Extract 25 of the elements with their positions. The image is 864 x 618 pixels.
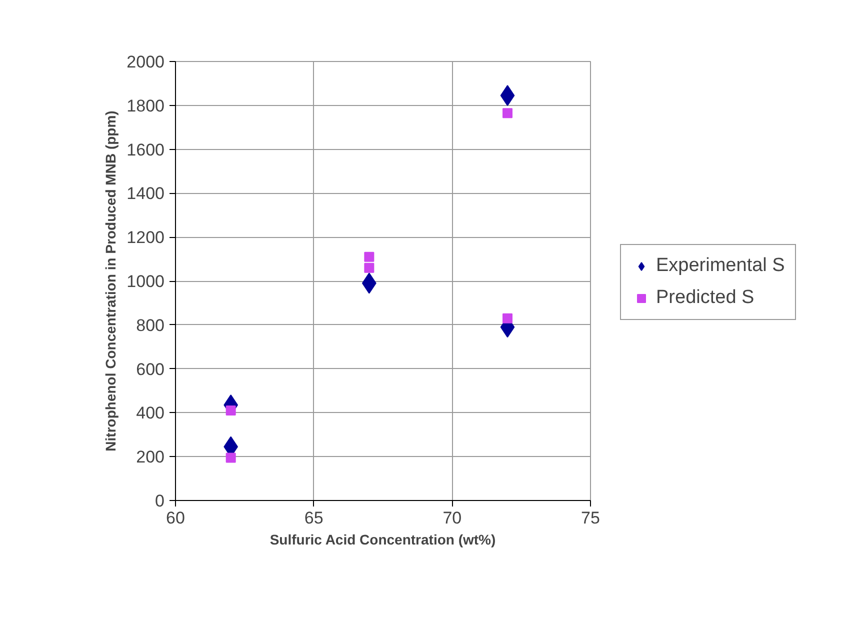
y-tick-label: 1200: [126, 228, 165, 248]
point: [502, 313, 512, 324]
y-tick-label: 2000: [126, 52, 165, 72]
y-axis-title: Nitrophenol Concentration in Produced MNB (ppm): [102, 110, 119, 452]
y-tick-label: 1000: [126, 272, 165, 291]
x-tick-label: 60: [166, 508, 185, 528]
y-tick-label: 200: [136, 448, 165, 467]
y-tick-label: 0: [155, 492, 165, 510]
x-tick-label: 70: [442, 508, 462, 528]
legend-label: Experimental S: [656, 255, 785, 277]
point: [226, 406, 236, 416]
y-tick-label: 600: [136, 360, 165, 379]
point: [226, 452, 236, 463]
x-tick-label: 65: [304, 508, 324, 528]
y-tick-label: 400: [136, 404, 165, 423]
legend-label: Predicted S: [656, 287, 754, 309]
y-tick-label: 1800: [126, 96, 165, 116]
x-axis-title: Sulfuric Acid Concentration (wt%): [270, 532, 496, 548]
point: [364, 252, 374, 262]
y-tick-label: 1600: [126, 140, 165, 160]
y-tick-label: 800: [136, 316, 165, 335]
point: [364, 262, 374, 273]
x-tick-label: 75: [581, 508, 600, 528]
y-tick-label: 1400: [126, 184, 165, 204]
point: [502, 108, 512, 118]
